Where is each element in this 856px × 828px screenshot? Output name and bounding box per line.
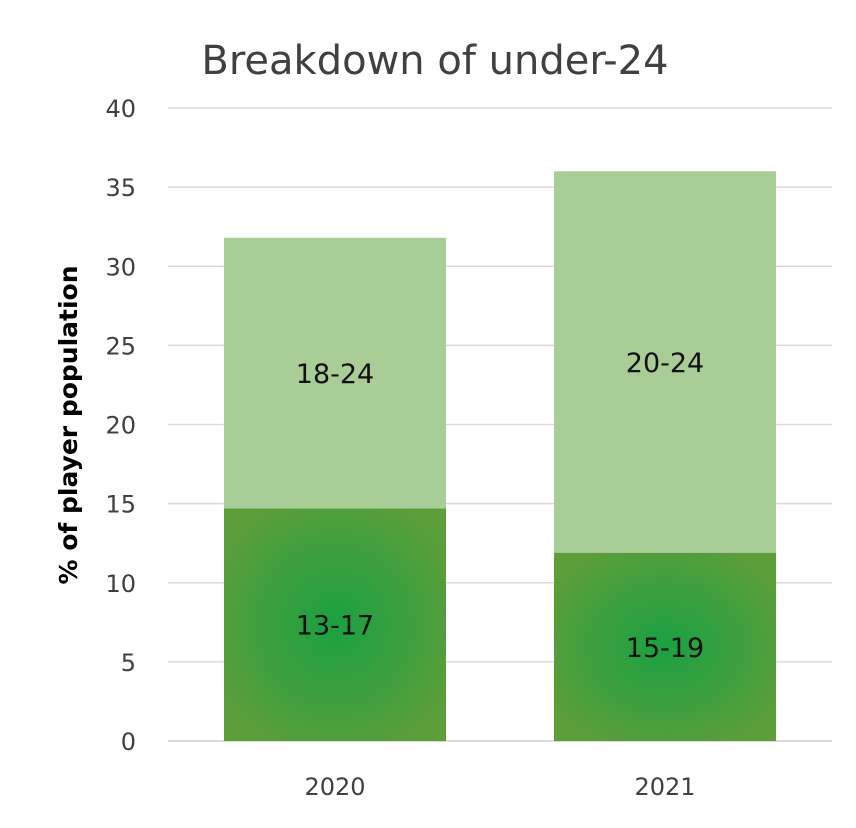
y-axis-ticks: 0 5 10 15 20 25 30 35 40 — [105, 95, 136, 756]
y-tick-label: 5 — [121, 649, 136, 677]
y-tick-label: 35 — [105, 174, 136, 202]
x-tick-label: 2021 — [634, 773, 695, 801]
y-tick-label: 30 — [105, 253, 136, 281]
segment-label: 20-24 — [626, 348, 704, 379]
y-tick-label: 10 — [105, 570, 136, 598]
bar-segment-older-2020 — [224, 237, 446, 509]
chart-title: Breakdown of under-24 — [201, 38, 668, 84]
segment-label: 13-17 — [296, 611, 374, 642]
segment-label: 15-19 — [626, 633, 704, 664]
bar-segment-younger-2020 — [224, 508, 446, 741]
y-tick-label: 20 — [105, 412, 136, 440]
y-tick-label: 0 — [121, 728, 136, 756]
bar-segment-older-2021 — [554, 171, 776, 553]
x-tick-label: 2020 — [304, 773, 365, 801]
y-tick-label: 15 — [105, 491, 136, 519]
y-tick-label: 25 — [105, 332, 136, 360]
bars: 13-17 18-24 15-19 20-24 — [224, 171, 776, 741]
segment-label: 18-24 — [296, 359, 374, 390]
y-tick-label: 40 — [105, 95, 136, 123]
x-axis-ticks: 2020 2021 — [304, 773, 695, 801]
y-axis-label: % of player population — [54, 265, 83, 584]
bar-segment-younger-2021 — [554, 552, 776, 741]
